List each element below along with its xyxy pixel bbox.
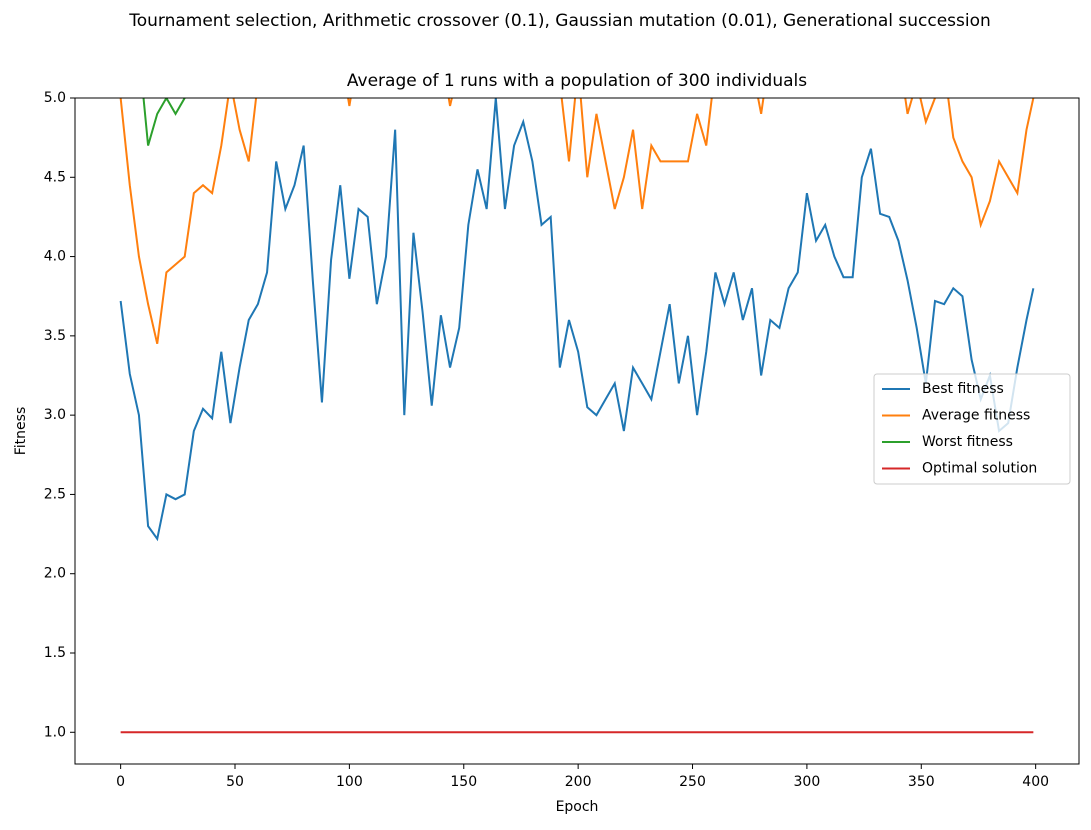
suptitle: Tournament selection, Arithmetic crossov… [128,11,991,31]
x-tick-label: 150 [450,774,477,790]
x-tick-label: 50 [226,774,244,790]
y-axis-label: Fitness [13,407,29,456]
series-line [119,98,1035,345]
x-tick-label: 200 [565,774,592,790]
y-tick-label: 3.5 [44,328,66,344]
series-line [119,98,1035,542]
x-axis-label: Epoch [556,799,599,815]
legend-label: Optimal solution [922,461,1037,477]
x-tick-label: 300 [794,774,821,790]
x-tick-label: 400 [1022,774,1049,790]
y-tick-label: 4.0 [44,249,66,265]
x-tick-label: 350 [908,774,935,790]
x-tick-label: 100 [336,774,363,790]
plot-frame [74,97,1080,765]
plot-lines [119,98,1035,734]
x-tick-label: 250 [679,774,706,790]
y-tick-label: 2.5 [44,486,66,502]
chart-title: Average of 1 runs with a population of 3… [347,71,807,91]
y-tick-label: 1.0 [44,724,66,740]
y-tick-label: 2.0 [44,566,66,582]
legend-box [873,373,1071,485]
y-tick-label: 4.5 [44,169,66,185]
legend-label: Average fitness [922,408,1030,424]
legend-label: Best fitness [922,381,1004,397]
legend-label: Worst fitness [922,434,1013,450]
x-tick-label: 0 [116,774,125,790]
y-tick-label: 5.0 [44,90,66,106]
y-tick-label: 1.5 [44,645,66,661]
y-tick-label: 3.0 [44,407,66,423]
